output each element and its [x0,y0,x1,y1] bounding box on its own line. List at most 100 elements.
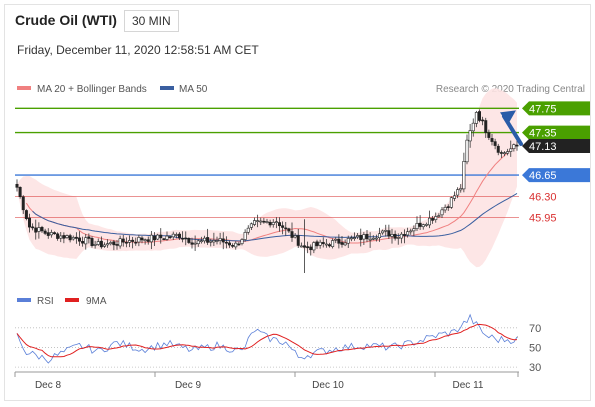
timeframe-badge[interactable]: 30 MIN [124,10,179,32]
candle [124,237,128,248]
candle [112,239,116,251]
legend-label-rsi-ma: 9MA [86,296,107,307]
candle [84,234,88,250]
candle [65,234,69,239]
candle [337,234,341,249]
candle [402,229,406,244]
moving-averages [25,144,518,244]
candle [31,223,35,231]
candle [318,239,322,249]
candle-body [171,233,175,238]
candle-body [190,242,194,245]
candle [52,231,56,235]
candle-body [477,111,481,121]
candle [287,227,291,233]
candle-body [74,236,78,239]
candle-body [93,244,97,246]
candle [406,227,410,238]
candle-body [215,240,219,242]
candle-body [21,196,25,211]
candle [418,215,422,230]
candle-body [268,221,272,226]
candle-body [246,227,250,233]
candle [96,238,100,246]
candle [21,195,25,214]
candle [299,242,303,248]
candle-body [296,235,300,246]
candle [262,217,266,224]
candle-body [212,240,216,243]
candle-body [468,130,472,142]
candle [143,238,147,245]
candle-body [440,209,444,216]
legend-label-rsi: RSI [37,296,54,307]
candle [128,235,132,248]
candle-body [27,217,31,228]
candle-body [134,241,138,244]
candle [149,231,153,250]
candle [512,143,516,152]
candle [243,229,247,242]
candle [34,219,38,240]
candle [352,232,356,241]
candle [49,229,53,238]
candle-body [418,222,422,227]
candle-body [346,238,350,244]
candle-body [46,232,50,236]
candle-body [90,238,94,246]
candle-body [271,222,275,225]
candle-body [321,242,325,245]
candle [431,216,435,224]
candle-body [434,216,438,220]
candle-body [487,132,491,138]
candle-body [162,238,166,241]
candle [309,244,313,256]
candle-body [259,220,263,223]
candle [71,235,75,241]
candle [37,222,41,239]
candle [496,143,500,156]
candle [265,218,269,224]
candle-body [421,224,425,228]
candle [196,239,200,247]
candle-body [49,232,53,236]
candle-body [78,237,82,242]
candle-body [456,189,460,196]
candle [506,148,510,156]
candle-body [340,242,344,245]
level-label-46-65: 46.65 [522,168,590,183]
instrument-title: Crude Oil (WTI) [15,12,117,28]
candle [118,235,122,249]
candle-body [128,240,132,243]
candle [131,236,135,249]
candle-body [196,240,200,245]
candle-body [178,233,182,239]
candle-body [143,239,147,242]
legend-swatch-ma50 [160,86,174,90]
candle [27,213,31,233]
candle-body [324,243,328,246]
candle-body [253,220,257,225]
candle-body [52,232,56,235]
candle [246,225,250,235]
candle [237,242,241,246]
candle [90,236,94,248]
candle [493,138,497,150]
candle [359,228,363,247]
candle-body [446,206,450,208]
candle-body [415,223,419,229]
candle [356,233,360,240]
candle-body [124,241,128,244]
candle [15,179,19,192]
candle-body [81,241,85,244]
candle-body [106,243,110,246]
candle [259,217,263,226]
candle-body [490,138,494,142]
candle [256,214,260,228]
candle [165,231,169,241]
candle [421,223,425,230]
candle [343,239,347,247]
direction-arrow [500,110,523,146]
candle-body [515,144,519,147]
